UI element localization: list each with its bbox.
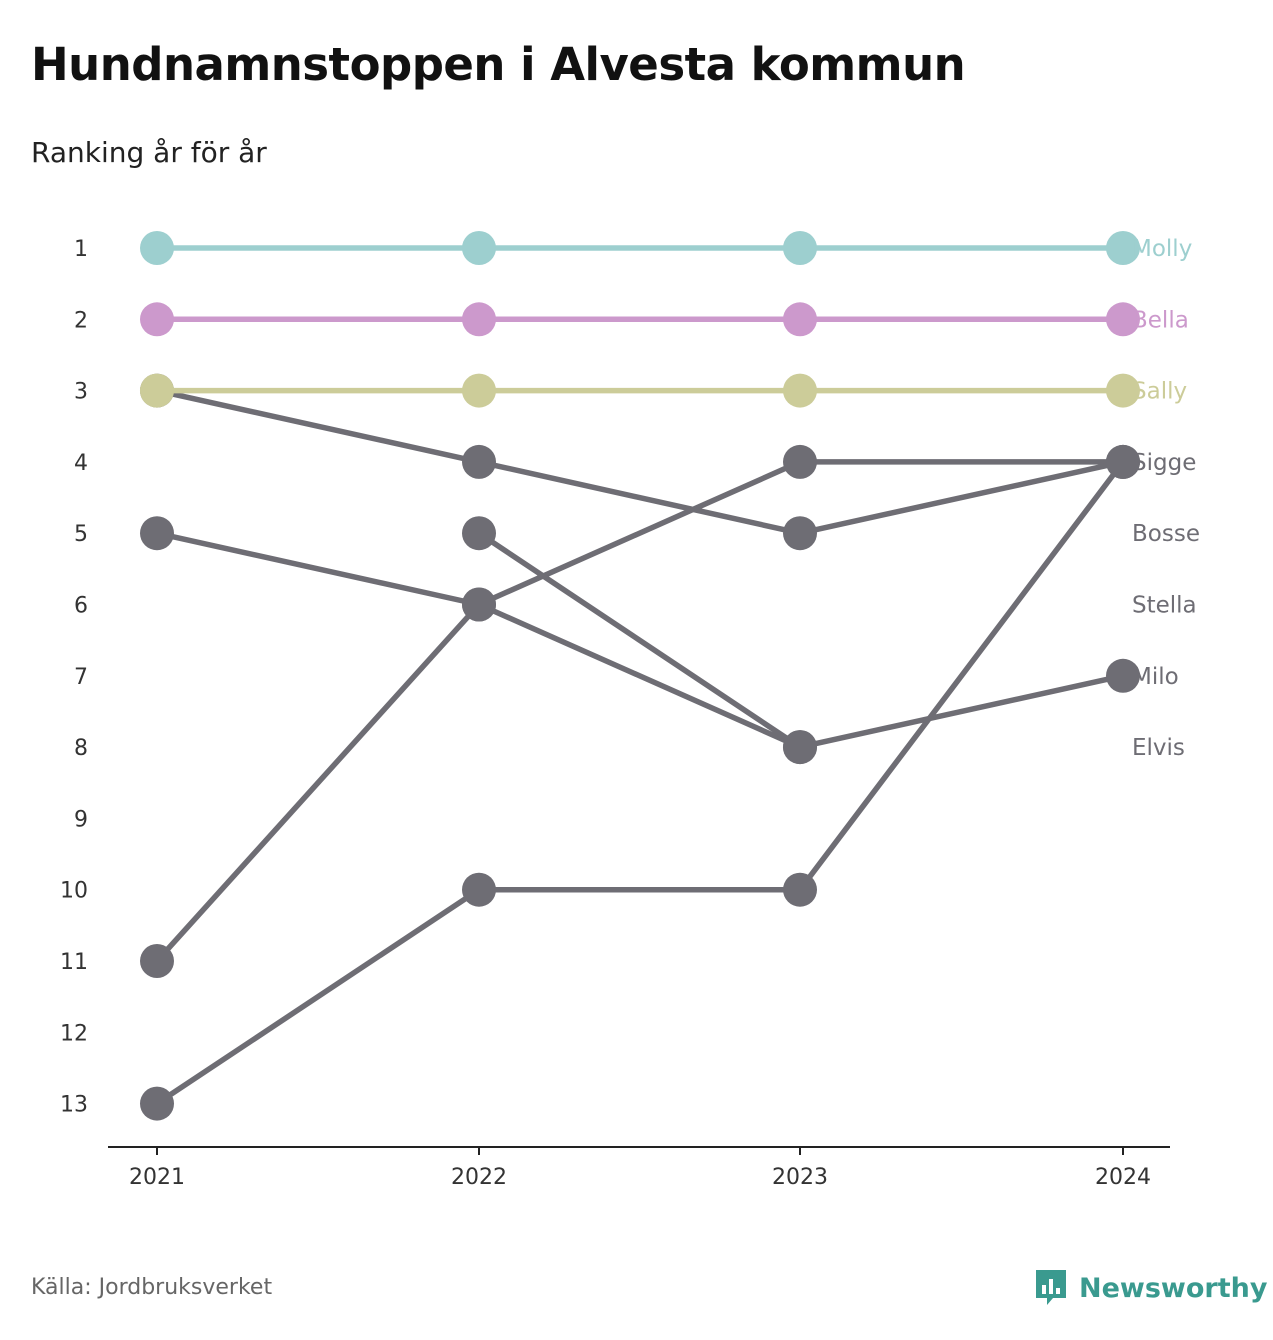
series-label-molly: Molly [1132, 236, 1192, 262]
y-tick-label: 8 [74, 736, 88, 761]
data-point-sigge [783, 444, 817, 479]
series-line-bosse [476, 459, 803, 536]
data-point-molly [140, 231, 174, 265]
data-point-sigge [140, 944, 174, 978]
series-label-milo: Milo [1132, 664, 1179, 690]
newsworthy-logo-icon [1036, 1270, 1066, 1305]
data-point-elvis [462, 516, 496, 551]
y-tick-label: 1 [74, 237, 88, 262]
data-point-bosse [462, 444, 496, 479]
brand-logo[interactable]: Newsworthy [1033, 1268, 1267, 1308]
series-line-elvis [476, 530, 803, 750]
data-point-stella [462, 872, 496, 907]
x-axis: 2021 2022 2023 2024 [108, 1146, 1170, 1190]
y-tick-label: 4 [74, 451, 88, 476]
data-point-molly [1106, 231, 1140, 265]
series-line-milo [154, 530, 482, 608]
x-tick-label: 2022 [451, 1165, 507, 1190]
series-milo [140, 516, 1140, 765]
series-line-stella [154, 886, 482, 1107]
series-label-stella: Stella [1132, 593, 1197, 619]
series-stella [140, 444, 1140, 1121]
data-point-bella [140, 302, 174, 337]
data-point-stella [783, 872, 817, 907]
y-tick-label: 3 [74, 380, 88, 405]
data-point-bella [462, 302, 496, 337]
data-point-milo [1106, 658, 1140, 693]
series-line-bosse [154, 387, 482, 465]
data-point-milo [140, 516, 174, 551]
series-sally [140, 373, 1140, 408]
series-label-sigge: Sigge [1132, 450, 1196, 476]
data-point-bella [1106, 302, 1140, 337]
series-line-milo [476, 601, 803, 750]
x-tick-label: 2021 [129, 1165, 185, 1190]
data-point-sally-overlap [140, 373, 157, 408]
chart-subtitle: Ranking år för år [31, 136, 267, 169]
series-labels: Molly Bella Sally Sigge Bosse Stella Milo Elvis [1132, 236, 1200, 761]
y-tick-label: 2 [74, 308, 88, 333]
y-tick-label: 13 [60, 1093, 88, 1118]
y-tick-label: 7 [74, 665, 88, 690]
series-line-sigge [154, 601, 482, 964]
data-point-molly [462, 231, 496, 265]
data-point-sally [783, 373, 817, 408]
series-elvis [462, 516, 817, 765]
data-point-sally [462, 373, 496, 408]
data-point-elvis [783, 730, 817, 765]
brand-name: Newsworthy [1079, 1272, 1268, 1304]
series-line-bosse [797, 459, 1126, 536]
data-point-molly [783, 231, 817, 265]
y-tick-label: 6 [74, 594, 88, 619]
series-line-sigge [476, 459, 803, 608]
source-note: Källa: Jordbruksverket [31, 1275, 273, 1300]
x-tick-label: 2024 [1095, 1165, 1151, 1190]
series-label-sally: Sally [1132, 379, 1187, 405]
data-point-bosse [783, 516, 817, 551]
x-tick-label: 2023 [772, 1165, 828, 1190]
series-line-milo [797, 673, 1126, 750]
series-bella [140, 302, 1140, 337]
y-tick-label: 5 [74, 522, 88, 547]
data-point-stella [1106, 444, 1140, 479]
data-point-milo [462, 587, 496, 622]
chart-title: Hundnamnstoppen i Alvesta kommun [31, 38, 966, 91]
series-molly [140, 231, 1140, 265]
data-point-sally [1106, 373, 1140, 408]
y-tick-label: 10 [60, 879, 88, 904]
series-label-elvis: Elvis [1132, 735, 1185, 761]
series-sigge [140, 444, 1140, 978]
y-tick-label: 11 [60, 950, 88, 975]
data-point-stella [140, 1086, 174, 1121]
series-label-bosse: Bosse [1132, 521, 1200, 547]
y-tick-label: 9 [74, 807, 88, 832]
series-label-bella: Bella [1132, 307, 1189, 333]
y-tick-label: 12 [60, 1021, 88, 1046]
series-line-stella [797, 459, 1126, 893]
data-point-bella [783, 302, 817, 337]
